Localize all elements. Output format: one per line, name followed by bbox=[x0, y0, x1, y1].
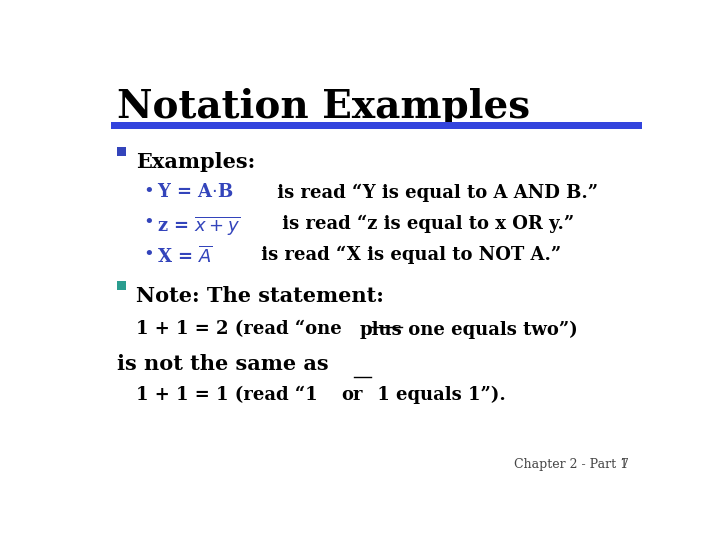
Text: or: or bbox=[341, 386, 362, 404]
Bar bbox=[111, 122, 642, 129]
Text: 1 equals 1”).: 1 equals 1”). bbox=[371, 386, 505, 404]
Text: is not the same as: is not the same as bbox=[117, 354, 328, 374]
Text: is read “X is equal to NOT A.”: is read “X is equal to NOT A.” bbox=[255, 246, 561, 264]
Text: 1 + 1 = 1 (read “1: 1 + 1 = 1 (read “1 bbox=[136, 386, 323, 404]
Bar bbox=[117, 147, 126, 156]
Text: Notation Examples: Notation Examples bbox=[117, 87, 530, 126]
Text: one equals two”): one equals two”) bbox=[402, 321, 577, 339]
Text: z = $\overline{x+y}$: z = $\overline{x+y}$ bbox=[157, 214, 240, 237]
Text: is read “Y is equal to A AND B.”: is read “Y is equal to A AND B.” bbox=[271, 183, 598, 201]
Text: 7: 7 bbox=[621, 458, 629, 471]
Text: Examples:: Examples: bbox=[136, 152, 255, 172]
Text: •: • bbox=[143, 214, 154, 233]
Text: •: • bbox=[143, 183, 154, 201]
Text: Y = A$\cdot$B: Y = A$\cdot$B bbox=[157, 183, 233, 201]
Text: plus: plus bbox=[359, 321, 402, 339]
Bar bbox=[117, 281, 126, 290]
Text: Chapter 2 - Part 1: Chapter 2 - Part 1 bbox=[514, 458, 629, 471]
Text: Note: The statement:: Note: The statement: bbox=[136, 286, 384, 306]
Text: •: • bbox=[143, 246, 154, 264]
Text: is read “z is equal to x OR y.”: is read “z is equal to x OR y.” bbox=[276, 214, 575, 233]
Text: X = $\overline{A}$: X = $\overline{A}$ bbox=[157, 246, 213, 267]
Text: 1 + 1 = 2 (read “one: 1 + 1 = 2 (read “one bbox=[136, 321, 348, 339]
